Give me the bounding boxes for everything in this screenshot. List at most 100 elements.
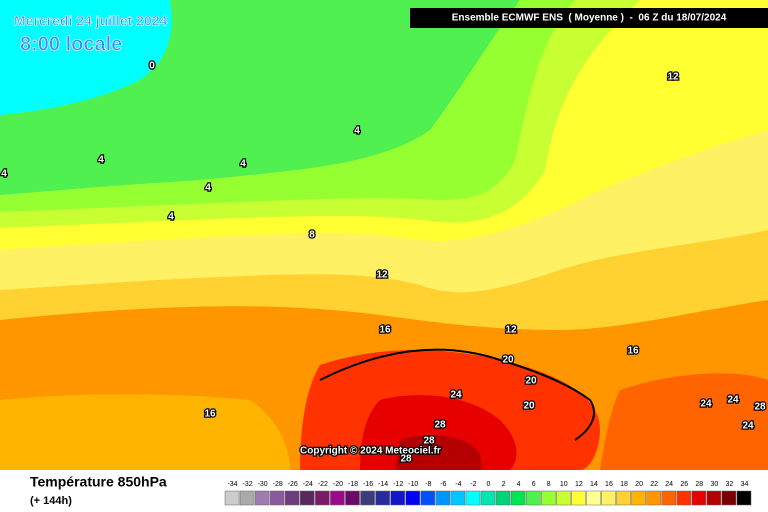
legend-label: -14 [378,481,388,488]
legend-swatch [315,490,330,506]
legend-label: 18 [620,481,628,488]
legend-swatch [254,490,270,506]
contour-label: 4 [98,155,104,166]
contour-label: 24 [727,395,739,406]
legend-label: 16 [605,481,613,488]
legend-swatch [736,490,752,506]
legend-swatch [360,490,375,506]
legend-label: 4 [517,481,521,488]
legend-swatch [480,490,496,506]
legend-label: -18 [348,481,358,488]
legend-swatch [330,490,345,506]
legend-swatch [540,490,556,506]
legend-label: 34 [741,481,749,488]
legend-label: 6 [532,481,536,488]
legend-label: 32 [726,481,734,488]
legend-swatch [525,490,541,506]
contour-label: 24 [700,399,712,410]
legend-label: -20 [333,481,343,488]
legend-swatch [405,490,420,506]
legend-label: -6 [440,481,446,488]
contour-label: 12 [376,270,388,281]
legend-swatch [450,490,466,506]
contour-label: 28 [423,436,435,447]
legend-swatch [616,490,631,506]
legend-label: -30 [258,481,268,488]
legend-swatch [676,490,692,506]
legend-swatch [556,490,571,506]
contour-label: 12 [505,325,517,336]
legend-swatch [495,490,511,506]
legend-label: -2 [470,481,476,488]
legend-swatch [691,490,707,506]
legend-label: -32 [243,481,253,488]
legend-label: -24 [303,481,313,488]
contour-label: 16 [204,409,216,420]
legend-label: 22 [650,481,658,488]
legend-swatch [571,490,586,506]
contour-label: 20 [502,355,514,366]
header-bar [410,8,768,28]
legend-label: 28 [695,481,703,488]
legend-swatch [300,490,315,506]
legend-swatch [390,490,405,506]
contour-label: 16 [379,325,391,336]
legend-swatch [345,490,360,506]
legend-swatch [465,490,481,506]
legend-label: 10 [560,481,568,488]
copyright: Copyright © 2024 Meteociel.fr [300,446,441,457]
legend-swatch [239,490,255,506]
legend-swatch [601,490,616,506]
legend-label: -4 [455,481,461,488]
legend-label: 12 [575,481,583,488]
contour-label: 20 [525,376,537,387]
legend-swatch [586,490,601,506]
contour-label: 28 [434,420,446,431]
legend-swatch [420,490,436,506]
contour-label: 4 [240,159,246,170]
legend-label: -34 [227,481,237,488]
contour-label: 8 [309,230,315,241]
legend-label: 14 [590,481,598,488]
footer-title: Température 850hPa [30,474,167,490]
legend-label: -28 [273,481,283,488]
legend-swatch [721,490,737,506]
legend-label: -8 [425,481,431,488]
legend-swatch [435,490,451,506]
map-time: 8:00 locale [20,33,122,55]
legend-label: 2 [502,481,506,488]
contour-label: 24 [742,421,754,432]
model-info: Ensemble ECMWF ENS ( Moyenne ) - 06 Z du… [452,13,727,24]
legend-label: -10 [408,481,418,488]
legend-label: 24 [665,481,673,488]
contour-label: 4 [354,126,360,137]
legend-swatch [646,490,661,506]
contour-label: 4 [1,169,7,180]
footer-subtitle: (+ 144h) [30,495,72,507]
contour-label: 16 [627,346,639,357]
map-date: Mercredi 24 juillet 2024 [14,13,168,29]
legend-label: 0 [487,481,491,488]
contour-label: 20 [523,401,535,412]
legend-label: 20 [635,481,643,488]
legend-label: 26 [680,481,688,488]
legend-swatch [375,490,390,506]
legend-swatch [510,490,526,506]
legend-swatch [706,490,722,506]
legend-swatch [631,490,646,506]
legend-swatch [284,490,300,506]
legend-swatch [661,490,676,506]
legend-label: -22 [318,481,328,488]
legend-label: -16 [363,481,373,488]
contour-label: 28 [400,454,412,465]
contour-label: 4 [205,183,211,194]
legend-label: -26 [288,481,298,488]
legend-label: -12 [393,481,403,488]
contour-label: 0 [149,61,155,72]
legend-label: 30 [710,481,718,488]
contour-label: 4 [168,212,174,223]
temperature-field [0,0,768,470]
legend-swatch [269,490,285,506]
contour-label: 12 [667,72,679,83]
